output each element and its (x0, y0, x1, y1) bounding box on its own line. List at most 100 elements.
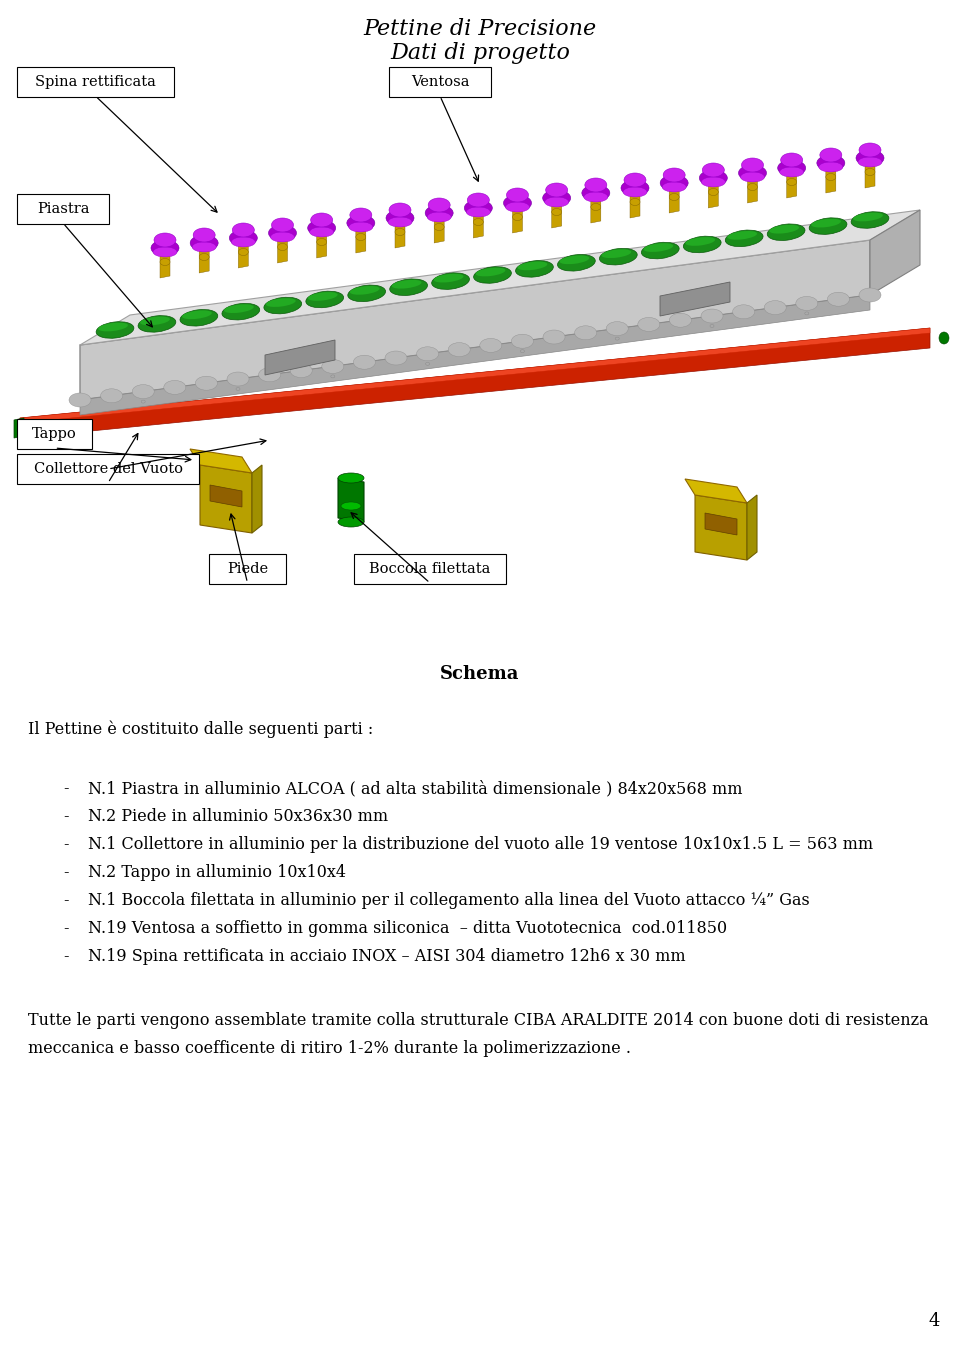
Polygon shape (190, 449, 252, 473)
Text: Ventosa: Ventosa (411, 76, 469, 89)
Text: N.2 Tappo in alluminio 10x10x4: N.2 Tappo in alluminio 10x10x4 (88, 865, 346, 881)
Ellipse shape (480, 338, 502, 353)
Ellipse shape (764, 301, 786, 315)
Ellipse shape (630, 199, 640, 205)
Ellipse shape (317, 239, 326, 246)
Polygon shape (669, 185, 679, 213)
Ellipse shape (224, 304, 253, 313)
Ellipse shape (662, 182, 686, 192)
Ellipse shape (425, 362, 430, 365)
Ellipse shape (748, 184, 757, 190)
Ellipse shape (266, 299, 296, 307)
Text: N.19 Ventosa a soffietto in gomma siliconica  – ditta Vuototecnica  cod.011850: N.19 Ventosa a soffietto in gomma silico… (88, 920, 727, 938)
Text: Spina rettificata: Spina rettificata (36, 76, 156, 89)
Ellipse shape (599, 249, 637, 265)
Polygon shape (80, 295, 870, 415)
Ellipse shape (738, 165, 766, 181)
Ellipse shape (641, 242, 679, 259)
Ellipse shape (584, 192, 608, 203)
Ellipse shape (392, 280, 421, 289)
Polygon shape (473, 209, 483, 238)
Ellipse shape (669, 193, 679, 200)
Text: -: - (63, 836, 68, 852)
Polygon shape (826, 165, 836, 193)
Ellipse shape (585, 178, 607, 192)
Text: -: - (63, 808, 68, 825)
Polygon shape (210, 485, 242, 507)
Text: N.1 Boccola filettata in alluminio per il collegamento alla linea del Vuoto atta: N.1 Boccola filettata in alluminio per i… (88, 892, 809, 909)
Polygon shape (786, 170, 797, 199)
Ellipse shape (503, 195, 532, 211)
Ellipse shape (101, 389, 123, 403)
Text: Piastra: Piastra (36, 203, 89, 216)
Ellipse shape (512, 334, 534, 349)
Polygon shape (695, 494, 747, 561)
Ellipse shape (767, 224, 805, 240)
Ellipse shape (685, 236, 715, 246)
Ellipse shape (432, 273, 469, 289)
Ellipse shape (506, 203, 530, 212)
Ellipse shape (513, 213, 522, 220)
Ellipse shape (69, 393, 91, 407)
Ellipse shape (560, 255, 589, 265)
Ellipse shape (349, 286, 379, 295)
Polygon shape (685, 480, 747, 503)
FancyBboxPatch shape (17, 68, 174, 97)
Ellipse shape (388, 218, 412, 227)
Polygon shape (705, 513, 737, 535)
Ellipse shape (796, 296, 818, 311)
Text: N.1 Piastra in alluminio ALCOA ( ad alta stabilità dimensionale ) 84x20x568 mm: N.1 Piastra in alluminio ALCOA ( ad alta… (88, 780, 742, 797)
Ellipse shape (819, 162, 843, 172)
Ellipse shape (389, 203, 411, 218)
Ellipse shape (138, 316, 176, 332)
Ellipse shape (853, 212, 883, 222)
Text: N.2 Piede in alluminio 50x36x30 mm: N.2 Piede in alluminio 50x36x30 mm (88, 808, 388, 825)
Text: Dati di progetto: Dati di progetto (390, 42, 570, 63)
Ellipse shape (428, 199, 450, 212)
Ellipse shape (817, 155, 845, 172)
Text: -: - (63, 865, 68, 881)
Ellipse shape (258, 367, 280, 382)
Ellipse shape (236, 388, 240, 390)
Ellipse shape (660, 176, 688, 190)
Ellipse shape (643, 243, 673, 251)
Text: Tutte le parti vengono assemblate tramite colla strutturale CIBA ARALDITE 2014 c: Tutte le parti vengono assemblate tramit… (28, 1012, 928, 1029)
Ellipse shape (516, 261, 553, 277)
Ellipse shape (192, 242, 216, 253)
Ellipse shape (306, 292, 344, 308)
Ellipse shape (601, 250, 632, 258)
Ellipse shape (517, 262, 547, 270)
Ellipse shape (852, 212, 889, 228)
Ellipse shape (473, 219, 483, 226)
Ellipse shape (231, 236, 255, 247)
Ellipse shape (520, 350, 524, 353)
Ellipse shape (558, 254, 595, 272)
Ellipse shape (164, 381, 186, 394)
Ellipse shape (473, 266, 512, 284)
Ellipse shape (710, 324, 714, 327)
Polygon shape (14, 417, 24, 438)
Ellipse shape (347, 215, 374, 231)
Ellipse shape (341, 503, 361, 509)
Text: Schema: Schema (441, 665, 519, 684)
Ellipse shape (728, 231, 757, 239)
Ellipse shape (160, 258, 170, 266)
Polygon shape (870, 209, 920, 295)
Ellipse shape (856, 150, 884, 166)
Ellipse shape (699, 170, 728, 186)
Polygon shape (80, 209, 920, 345)
Ellipse shape (427, 212, 451, 222)
Ellipse shape (196, 376, 217, 390)
Polygon shape (395, 220, 405, 249)
Ellipse shape (132, 385, 155, 399)
Ellipse shape (606, 322, 628, 335)
Polygon shape (590, 195, 601, 223)
Polygon shape (20, 328, 930, 438)
Ellipse shape (151, 240, 179, 255)
Ellipse shape (740, 172, 764, 182)
Ellipse shape (865, 169, 875, 176)
Ellipse shape (637, 317, 660, 331)
Ellipse shape (311, 213, 333, 227)
Polygon shape (200, 465, 252, 534)
Text: 4: 4 (928, 1312, 940, 1329)
